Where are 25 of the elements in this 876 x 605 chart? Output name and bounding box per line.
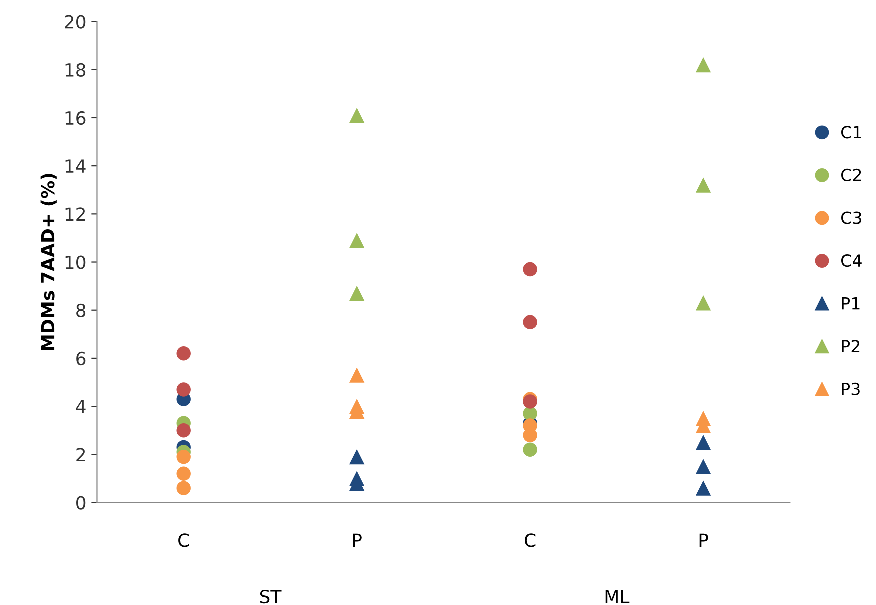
y-tick-label: 6 — [76, 352, 86, 366]
y-tick-label: 10 — [66, 256, 86, 270]
x-tick-label: C — [525, 534, 536, 548]
y-tick-label: 16 — [66, 111, 86, 126]
legend-label: P2 — [842, 340, 860, 352]
x-axis-title: ML — [606, 590, 630, 604]
legend-label: P3 — [842, 382, 860, 396]
legend-label: C3 — [842, 212, 862, 224]
legend-label: C1 — [842, 126, 862, 139]
legend-label: C2 — [842, 168, 862, 182]
y-axis-title: MDMs 7AAD+ (%) — [40, 174, 57, 350]
x-axis-title: ST — [260, 590, 282, 604]
y-tick-label: 12 — [66, 208, 86, 222]
x-tick-label: P — [353, 534, 362, 548]
y-tick-label: 8 — [76, 304, 86, 318]
x-tick-label: P — [700, 534, 708, 548]
y-tick-label: 0 — [76, 496, 86, 510]
y-tick-label: 18 — [66, 63, 86, 77]
legend-label: C4 — [842, 254, 862, 268]
legend-label: P1 — [842, 298, 860, 310]
y-tick-label: 2 — [76, 448, 86, 462]
x-tick-label: C — [178, 534, 190, 548]
y-tick-label: 14 — [66, 160, 86, 173]
y-tick-label: 20 — [65, 15, 86, 29]
y-tick-label: 4 — [76, 400, 86, 414]
